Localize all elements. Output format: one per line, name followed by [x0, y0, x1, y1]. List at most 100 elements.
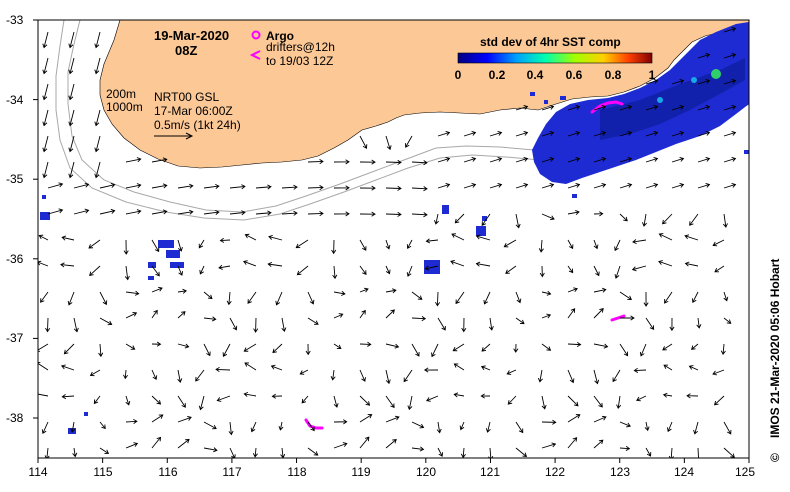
current-arrow [723, 26, 737, 33]
current-arrow [593, 439, 604, 449]
current-arrow [333, 211, 350, 217]
current-arrow [567, 156, 581, 163]
current-arrow [125, 395, 131, 406]
current-arrow [177, 183, 194, 189]
current-arrow [151, 436, 162, 449]
current-arrow [723, 317, 732, 324]
current-arrow [619, 315, 635, 321]
current-arrow [244, 362, 257, 371]
current-arrow [198, 239, 205, 249]
argo-marker-icon [251, 30, 261, 40]
current-arrow [541, 442, 557, 449]
current-arrow [425, 238, 439, 244]
current-arrow [272, 343, 283, 354]
current-arrow [385, 288, 397, 294]
current-arrow [307, 159, 324, 165]
current-arrow [515, 104, 529, 111]
current-arrow [712, 369, 725, 376]
current-arrow [411, 160, 428, 166]
current-arrow [359, 395, 371, 406]
lon-tick-114: 114 [28, 465, 47, 479]
current-arrow [671, 156, 685, 163]
current-arrow [664, 291, 673, 304]
current-arrow [253, 317, 259, 333]
current-arrow [333, 313, 344, 319]
current-arrow [541, 313, 552, 319]
current-arrow [612, 369, 621, 383]
current-arrow [593, 182, 607, 189]
current-arrow [301, 395, 309, 404]
current-arrow [68, 109, 75, 127]
current-arrow [411, 212, 428, 218]
current-arrow [99, 421, 106, 430]
current-arrow [411, 291, 423, 300]
current-arrow [411, 186, 428, 192]
current-arrow [125, 209, 142, 215]
current-arrow [567, 104, 581, 111]
current-arrow [633, 367, 647, 373]
current-arrow [686, 393, 699, 399]
current-arrow [453, 392, 465, 398]
current-arrow [151, 239, 160, 253]
lon-tick-125: 125 [735, 465, 755, 479]
current-arrow [593, 104, 607, 111]
current-arrow [567, 395, 579, 407]
current-arrow [567, 265, 574, 274]
current-arrow [480, 393, 491, 399]
current-arrow [44, 447, 50, 458]
current-arrow [697, 104, 711, 111]
current-arrow [567, 414, 581, 423]
current-arrow [61, 394, 75, 400]
lat-tick-36: -36 [6, 252, 24, 266]
current-arrow [99, 447, 110, 454]
current-arrow [226, 291, 232, 306]
current-arrow [619, 213, 628, 222]
current-arrow [723, 52, 737, 59]
current-arrow [63, 343, 75, 355]
current-arrow [411, 421, 425, 429]
current-arrow [593, 130, 607, 137]
current-arrow [359, 185, 376, 191]
current-arrow [203, 343, 211, 357]
lon-tick-124: 124 [674, 465, 694, 479]
current-arrow [333, 343, 342, 350]
current-arrow [68, 31, 75, 49]
current-arrow [385, 395, 395, 409]
current-arrow [567, 341, 582, 347]
current-arrow [619, 445, 631, 451]
current-arrow [593, 265, 600, 277]
current-arrow [567, 369, 575, 384]
current-arrow [593, 308, 604, 319]
current-arrow [663, 364, 673, 371]
current-arrow [688, 365, 699, 371]
current-arrow [125, 290, 140, 296]
current-arrow [406, 265, 413, 277]
current-arrow [359, 159, 376, 165]
current-arrow [669, 317, 675, 332]
current-arrow [723, 447, 735, 458]
current-arrow [454, 213, 465, 224]
current-arrow [252, 447, 258, 458]
current-arrow [431, 343, 439, 358]
current-arrow [215, 367, 231, 373]
current-arrow [411, 316, 427, 322]
current-arrow [359, 287, 369, 293]
product-date: 17-Mar 06:00Z [154, 104, 233, 118]
colorbar-tick-4: 0.8 [605, 68, 622, 82]
current-arrow [42, 83, 49, 101]
current-arrow [198, 395, 205, 411]
current-arrow [632, 239, 647, 245]
current-arrow [645, 156, 659, 163]
current-arrow [697, 156, 711, 163]
current-arrow [94, 109, 101, 127]
current-arrow [99, 317, 113, 326]
current-arrow [229, 184, 246, 190]
current-arrow [250, 421, 257, 433]
current-arrow [723, 156, 737, 163]
current-arrow [645, 447, 652, 457]
current-arrow [333, 159, 350, 165]
current-arrow [359, 369, 366, 382]
current-arrow [331, 239, 337, 255]
current-arrow [295, 239, 309, 249]
